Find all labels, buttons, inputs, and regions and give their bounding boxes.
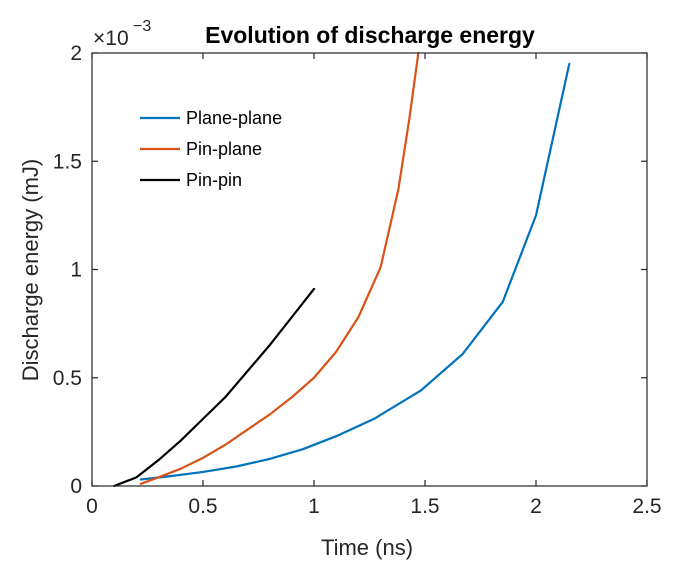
x-tick-label: 1: [308, 495, 320, 518]
legend-label: Plane-plane: [186, 108, 282, 128]
y-tick-label: 1: [70, 259, 82, 282]
y-axis-label: Discharge energy (mJ): [18, 159, 43, 382]
x-tick-label: 0: [86, 495, 98, 518]
x-tick-label: 1.5: [410, 495, 439, 518]
legend: Plane-plane Pin-plane Pin-pin: [140, 108, 282, 190]
y-tick-label: 2: [70, 42, 82, 65]
y-tick-label: 0: [70, 475, 82, 498]
y-tick-label: 1.5: [53, 150, 82, 173]
x-tick-label: 2: [530, 495, 542, 518]
legend-label: Pin-pin: [186, 170, 242, 190]
ticks-layer: 0 0.5 1 1.5 2 2.5 0 0.5 1 1.5 2: [53, 42, 662, 518]
plot-area: [92, 53, 647, 486]
series-line-pin-plane: [139, 51, 420, 485]
x-axis-label: Time (ns): [321, 535, 413, 560]
plot-background: [92, 53, 647, 486]
series-line-pin-pin: [113, 287, 316, 488]
x-tick-label: 0.5: [188, 495, 217, 518]
chart-title: Evolution of discharge energy: [205, 22, 535, 48]
y-multiplier-exponent: −3: [133, 18, 151, 35]
y-tick-label: 0.5: [53, 367, 82, 390]
series-line-plane-plane: [139, 62, 571, 481]
legend-label: Pin-plane: [186, 139, 262, 159]
series-layer: [113, 51, 571, 488]
x-tick-label: 2.5: [632, 495, 661, 518]
y-multiplier-base: ×10: [93, 27, 129, 50]
